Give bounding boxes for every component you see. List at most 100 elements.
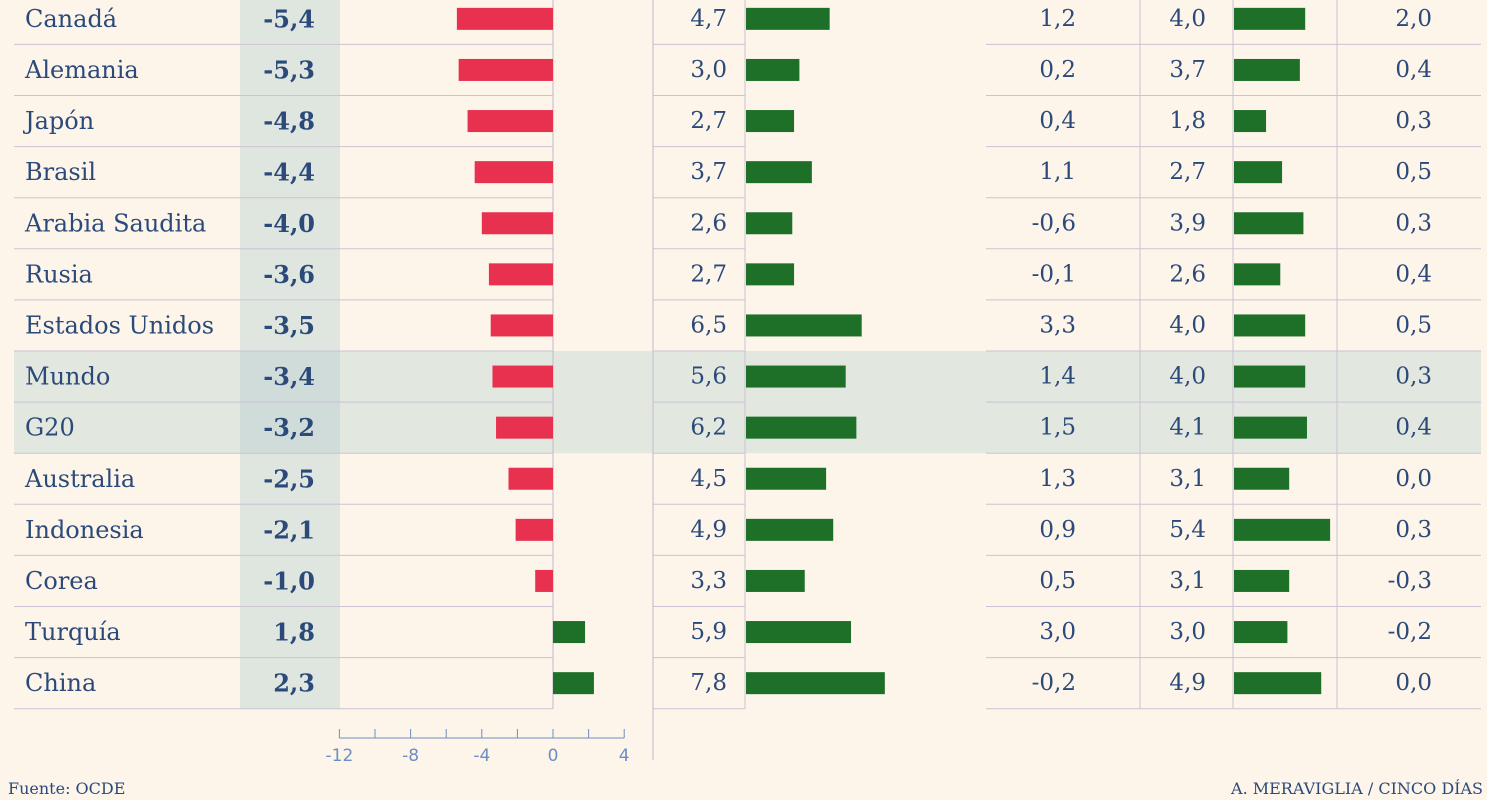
bar — [746, 569, 805, 592]
tick-label: -4 — [473, 746, 490, 766]
value-label: 2,7 — [1169, 159, 1206, 185]
bar — [1234, 58, 1300, 81]
value-label: 3,7 — [690, 159, 727, 185]
bar — [746, 467, 827, 490]
bar — [1234, 314, 1306, 337]
value-label: 0,3 — [1395, 108, 1432, 134]
value-label: 0,2 — [1039, 57, 1076, 83]
bar — [1234, 161, 1283, 184]
value-label: 1,5 — [1039, 415, 1076, 441]
value-label: 3,0 — [1039, 619, 1076, 645]
country-label: G20 — [25, 414, 75, 442]
bar — [746, 161, 812, 184]
bar — [746, 110, 795, 133]
country-label: Estados Unidos — [25, 311, 214, 339]
value-label: -3,4 — [263, 362, 315, 391]
source-note: Fuente: OCDE — [8, 779, 126, 798]
bar — [535, 569, 553, 592]
bar — [496, 416, 553, 439]
bar — [481, 212, 553, 235]
value-label: 3,3 — [690, 568, 727, 594]
value-label: 5,4 — [1169, 517, 1206, 543]
value-label: 4,0 — [1169, 312, 1206, 338]
tick-label: 4 — [619, 746, 630, 766]
bar — [1234, 569, 1290, 592]
bar — [515, 518, 553, 541]
value-label: 2,6 — [690, 210, 727, 236]
value-label: 3,1 — [1169, 466, 1206, 492]
bar — [746, 212, 793, 235]
country-label: China — [25, 669, 96, 697]
value-label: 2,6 — [1169, 261, 1206, 287]
bar — [508, 467, 553, 490]
value-label: -3,6 — [263, 260, 315, 289]
country-label: Japón — [22, 107, 94, 135]
value-label: 1,4 — [1039, 364, 1076, 390]
tick-label: 0 — [548, 746, 559, 766]
bar — [746, 314, 862, 337]
value-label: -0,2 — [1388, 619, 1432, 645]
value-label: 0,3 — [1395, 364, 1432, 390]
value-label: 6,2 — [690, 415, 727, 441]
country-label: Mundo — [25, 363, 110, 391]
bar — [474, 161, 553, 184]
bar — [456, 7, 553, 30]
value-label: 6,5 — [690, 312, 727, 338]
bar — [492, 365, 553, 388]
value-label: 3,7 — [1169, 57, 1206, 83]
bar — [1234, 518, 1331, 541]
value-label: 0,5 — [1395, 312, 1432, 338]
value-label: 0,5 — [1039, 568, 1076, 594]
country-label: Canadá — [25, 5, 117, 33]
bar — [1234, 467, 1290, 490]
bar — [458, 58, 553, 81]
value-label: 1,1 — [1039, 159, 1076, 185]
value-label: 4,9 — [1169, 670, 1206, 696]
value-label: 4,9 — [690, 517, 727, 543]
bar — [746, 7, 830, 30]
bar — [1234, 416, 1307, 439]
value-label: 2,7 — [690, 108, 727, 134]
value-label: 5,9 — [690, 619, 727, 645]
bar — [1234, 212, 1304, 235]
value-label: 5,6 — [690, 364, 727, 390]
bar — [553, 621, 586, 644]
bar — [488, 263, 553, 286]
bar — [746, 365, 846, 388]
country-label: Brasil — [25, 158, 96, 186]
tick-label: -12 — [326, 746, 354, 766]
value-label: -2,1 — [263, 515, 315, 544]
value-label: 3,1 — [1169, 568, 1206, 594]
bar — [1234, 7, 1306, 30]
value-label: -5,4 — [263, 4, 315, 33]
value-label: 1,2 — [1039, 6, 1076, 32]
value-label: 0,4 — [1395, 261, 1432, 287]
country-label: Arabia Saudita — [24, 209, 206, 237]
bar — [1234, 365, 1306, 388]
value-label: 0,3 — [1395, 210, 1432, 236]
value-label: 0,0 — [1395, 466, 1432, 492]
country-label: Rusia — [25, 260, 93, 288]
bar — [746, 416, 857, 439]
country-label: Australia — [24, 465, 135, 493]
bar — [553, 672, 594, 695]
value-label: 3,3 — [1039, 312, 1076, 338]
bar — [746, 621, 852, 644]
bar — [746, 58, 800, 81]
bar — [490, 314, 553, 337]
value-label: 2,3 — [273, 669, 315, 698]
country-label: Corea — [25, 567, 98, 595]
value-label: -0,1 — [1032, 261, 1076, 287]
value-label: 4,5 — [690, 466, 727, 492]
bar — [746, 518, 834, 541]
value-label: -3,5 — [263, 311, 315, 340]
value-label: 7,8 — [690, 670, 727, 696]
value-label: 3,0 — [690, 57, 727, 83]
value-label: -2,5 — [263, 464, 315, 493]
value-label: -4,8 — [263, 107, 315, 136]
credit-note: A. MERAVIGLIA / CINCO DÍAS — [1231, 779, 1483, 798]
value-label: -3,2 — [263, 413, 315, 442]
bar — [1234, 263, 1281, 286]
value-label: -4,0 — [263, 209, 315, 238]
